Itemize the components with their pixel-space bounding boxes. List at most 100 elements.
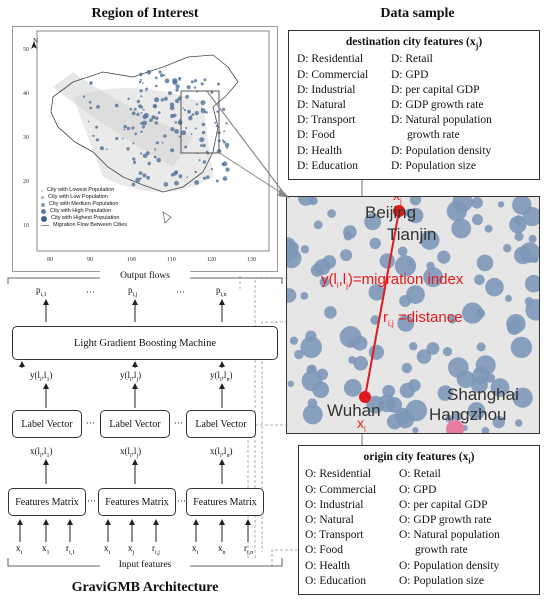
city-dot xyxy=(140,111,143,114)
destination-features-title: destination city features (xj) xyxy=(345,36,483,51)
city-dot xyxy=(226,146,229,149)
zoom-city-dot xyxy=(423,267,443,288)
city-dot xyxy=(155,116,159,120)
city-dot xyxy=(186,176,188,178)
destination-left-feature-4: D: Transport xyxy=(297,114,356,127)
origin-right-feature-3: O: GDP growth rate xyxy=(399,513,492,526)
origin-right-feature-6: O: Population density xyxy=(399,559,500,572)
city-dot xyxy=(134,133,136,136)
migration-line xyxy=(364,210,400,398)
x-label-j: x(li,lj) xyxy=(120,446,142,459)
zoom-city-dot xyxy=(515,419,523,427)
city-dot xyxy=(154,121,158,125)
city-dot xyxy=(193,86,197,89)
legend-item-3: City with High Population xyxy=(41,208,161,215)
city-dot xyxy=(95,125,99,129)
zoomed-map xyxy=(287,197,539,433)
zoom-city-dot xyxy=(492,415,505,429)
wuhan-label: Wuhan xyxy=(327,401,381,420)
zoom-city-dot xyxy=(289,336,299,345)
city-dot xyxy=(88,100,92,104)
city-dot xyxy=(201,122,206,127)
city-dot xyxy=(126,147,130,151)
city-dot xyxy=(170,127,175,132)
zoom-city-dot xyxy=(471,197,483,209)
zoom-city-dot xyxy=(514,232,524,242)
city-dot xyxy=(168,91,172,96)
zoom-city-dot xyxy=(340,249,353,262)
city-dot xyxy=(174,180,179,186)
zoom-city-dot xyxy=(406,259,414,267)
origin-left-feature-3: O: Natural xyxy=(305,513,354,526)
city-dot xyxy=(99,146,104,151)
city-dot xyxy=(127,97,130,100)
city-dot xyxy=(205,111,208,114)
fm-dots-1: ··· xyxy=(87,496,96,506)
destination-left-feature-6: D: Health xyxy=(297,144,343,157)
city-dot-icon xyxy=(41,202,45,207)
city-dot xyxy=(154,148,157,151)
zoom-city-dot xyxy=(397,246,408,257)
city-dot xyxy=(139,177,142,180)
zoom-city-dot xyxy=(506,314,526,334)
map-x-tick-2: 100 xyxy=(127,257,136,263)
y-label-1: y(li,l1) xyxy=(30,370,53,383)
city-dot xyxy=(175,170,178,173)
destination-left-feature-0: D: Residential xyxy=(297,53,364,66)
zoom-city-dot xyxy=(300,336,322,359)
input-label-2: ri,1 xyxy=(66,543,76,556)
zoom-city-dot xyxy=(316,368,328,381)
beijing-marker xyxy=(393,205,405,217)
city-dot xyxy=(126,126,131,131)
input-label-5: ri,j xyxy=(152,543,160,556)
label-vector-box-1: Label Vector xyxy=(12,410,82,438)
destination-left-feature-5: D: Food xyxy=(297,129,336,142)
city-dot xyxy=(147,161,151,166)
city-dot xyxy=(140,152,143,155)
city-dot xyxy=(202,143,206,148)
legend-item-5: Migration Flow Between Cities xyxy=(41,222,161,229)
zoom-city-dot xyxy=(327,209,336,218)
destination-left-feature-1: D: Commercial xyxy=(297,68,369,81)
city-dot xyxy=(154,97,160,103)
zoom-city-dot xyxy=(497,201,505,208)
city-dot xyxy=(202,160,206,164)
zoom-city-dot xyxy=(510,336,533,359)
city-dot xyxy=(210,167,213,171)
destination-right-feature-7: D: Population size xyxy=(391,159,476,172)
city-dot xyxy=(138,104,142,109)
north-arrow-icon xyxy=(31,41,37,49)
destination-right-feature-4: D: Natural population xyxy=(391,114,492,127)
city-dot xyxy=(143,112,149,118)
zoom-city-dot xyxy=(485,277,504,297)
city-dot xyxy=(96,105,100,109)
city-dot xyxy=(156,157,161,163)
city-dot xyxy=(195,103,198,106)
zoom-city-dot xyxy=(339,326,362,348)
zoom-city-dot xyxy=(343,225,357,239)
city-dot xyxy=(133,160,137,164)
lgbm-label: Light Gradient Boosting Machine xyxy=(73,338,217,349)
city-dot xyxy=(222,107,226,111)
city-dot xyxy=(92,134,95,138)
city-dot xyxy=(199,137,205,143)
zoom-city-dot xyxy=(472,366,490,384)
city-dot xyxy=(114,103,119,108)
wuhan-marker xyxy=(359,391,371,403)
origin-left-feature-0: O: Residential xyxy=(305,468,372,481)
city-dot xyxy=(115,136,119,141)
city-dot xyxy=(161,141,164,144)
input-label-7: xn xyxy=(218,543,226,556)
output-p-ij: pi,j xyxy=(128,285,138,298)
zoom-city-dot xyxy=(467,402,486,420)
city-dot xyxy=(214,121,217,124)
zoom-city-dot xyxy=(484,224,493,233)
destination-right-feature-3: D: GDP growth rate xyxy=(391,98,484,111)
city-dot xyxy=(182,107,184,109)
zoom-city-dot xyxy=(476,254,494,272)
output-dots-2: ··· xyxy=(176,287,185,297)
label-vector-box-n: Label Vector xyxy=(186,410,256,438)
features-matrix-box-n: Features Matrix xyxy=(186,488,264,516)
origin-left-feature-4: O: Transport xyxy=(305,529,364,542)
city-dot xyxy=(203,176,207,180)
